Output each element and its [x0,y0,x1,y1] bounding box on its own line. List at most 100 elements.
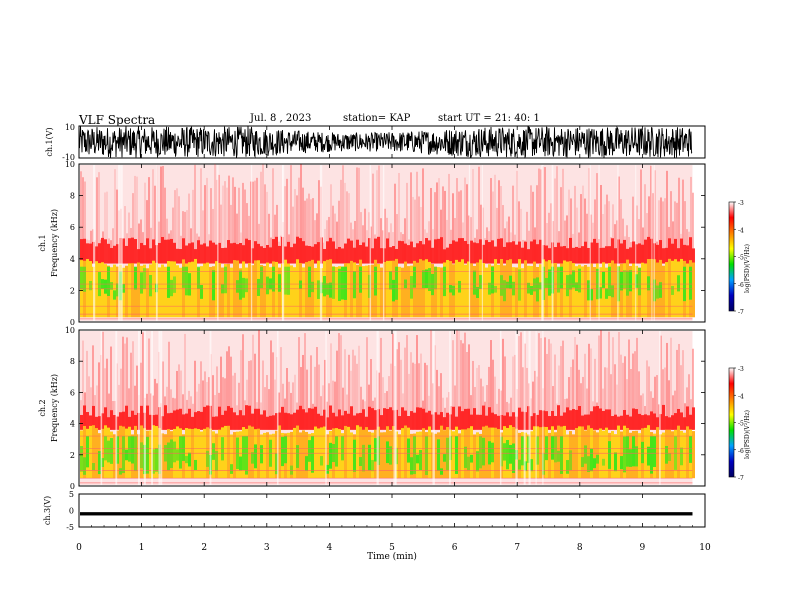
spectrogram-streak [298,337,300,430]
spectrogram-streak [618,176,620,264]
spectrogram-mid-band [677,275,680,292]
spectrogram-red-band [371,248,374,264]
spectrogram-red-band [227,240,230,264]
spectrogram-streak [316,213,318,264]
spectrogram-high-band [452,431,455,479]
spectrogram-mid-band [587,456,590,473]
spectrogram-high-band [470,263,473,318]
spectrogram-streak [668,380,670,430]
spectrogram-red-band [590,411,593,430]
spectrogram-mid-band [578,268,581,293]
spectrogram-red-band [308,408,311,430]
spectrogram-streak [176,188,178,264]
spectrogram-streak [376,170,378,264]
spectrogram-streak [480,204,482,264]
spectrogram-high-band [296,259,299,318]
spectrogram-mid-band [635,446,638,467]
spectrogram-streak [102,331,104,430]
spectrogram-mid-band [143,268,146,289]
spectrogram-streak [456,330,458,430]
spectrogram-mid-band [329,282,332,298]
spectrogram-red-band [668,417,671,430]
spectrogram-red-band [119,412,122,430]
spectrogram-streak [682,350,684,430]
spectrogram-streak [266,191,268,264]
spectrogram-ytick: 8 [70,192,75,201]
colorbar-tick-label: -3 [738,200,744,207]
spectrogram-red-band [344,410,347,430]
spectrogram-mid-band [122,283,125,293]
spectrogram-red-band [323,409,326,430]
spectrogram-red-band [380,415,383,430]
spectrogram-mid-band [407,438,410,463]
spectrogram-streak [252,181,254,264]
spectrogram-high-band [290,265,293,318]
colorbar-tick-label: -7 [738,309,744,316]
panel-frame-4 [78,493,706,528]
spectrogram-high-band [467,261,470,318]
spectrogram-gap [217,165,219,321]
spectrogram-mid-band [458,280,461,293]
spectrogram-ytick: 6 [70,388,75,397]
spectrogram-mid-band [518,269,521,301]
spectrogram-streak [364,208,366,264]
spectrogram-streak [184,211,186,264]
spectrogram-streak [296,195,298,264]
spectrogram-streak [456,178,458,264]
spectrogram-streak [248,215,250,264]
spectrogram-streak [656,375,658,430]
spectrogram-streak [482,207,484,264]
spectrogram-red-band [590,242,593,264]
spectrogram-streak [212,375,214,430]
spectrogram-high-band [428,426,431,479]
spectrogram-high-band [539,427,542,479]
spectrogram-high-band [251,265,254,318]
spectrogram-red-band [218,406,221,430]
spectrogram-red-band [155,414,158,430]
spectrogram-high-band [485,267,488,318]
spectrogram-streak [360,386,362,430]
spectrogram-red-band [125,245,128,264]
spectrogram-mid-band [344,266,347,300]
spectrogram-red-band [389,407,392,430]
spectrogram-gap [151,331,153,485]
spectrogram-red-band [539,239,542,264]
spectrogram-red-band [185,245,188,264]
spectrogram-streak [146,200,148,264]
spectrogram-streak [198,383,200,430]
spectrogram-mid-band [431,273,434,296]
recording-date: Jul. 8 , 2023 [250,113,312,124]
spectrogram-streak [378,372,380,430]
spectrogram-red-band [314,406,317,430]
spectrogram-streak [444,190,446,264]
spectrogram-streak [336,350,338,430]
time-tick-label: 10 [699,543,711,553]
spectrogram-streak [172,207,174,264]
spectrogram-streak [148,338,150,430]
spectrogram-high-band [563,425,566,479]
spectrogram-mid-band [338,268,341,301]
spectrogram-red-band [620,243,623,264]
spectrogram-red-band [374,410,377,430]
spectrogram-streak [630,369,632,430]
spectrogram-mid-band [647,276,650,291]
spectrogram-gap [542,331,544,485]
spectrogram-red-band [86,412,89,430]
spectrogram-streak [356,167,358,264]
spectrogram-streak [624,356,626,430]
time-tick-label: 3 [264,543,270,553]
spectrogram-streak [522,367,524,430]
spectrogram-high-band [218,429,221,479]
spectrogram-mid-band [605,288,608,299]
spectrogram-red-band [551,410,554,430]
spectrogram-red-band [479,239,482,264]
spectrogram-red-band [302,409,305,430]
spectrogram-high-band [299,263,302,318]
spectrogram-mid-band [443,454,446,462]
spectrogram-red-band [173,242,176,264]
spectrogram-mid-band [467,456,470,471]
spectrogram-red-band [80,414,83,430]
spectrogram-mid-band [146,436,149,474]
spectrogram-red-band [278,412,281,430]
spectrogram-streak [90,387,92,430]
